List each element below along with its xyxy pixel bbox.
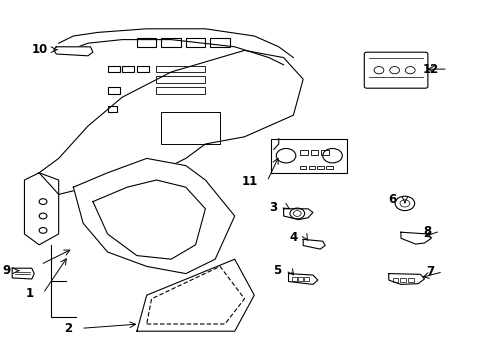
Polygon shape (283, 209, 312, 220)
Bar (304, 277, 308, 281)
Text: 4: 4 (288, 231, 297, 244)
Bar (137, 66, 149, 72)
Polygon shape (137, 259, 254, 331)
Bar (292, 277, 296, 281)
Polygon shape (400, 232, 430, 244)
Bar (107, 106, 117, 112)
Bar (107, 87, 120, 94)
Bar (299, 150, 307, 155)
Text: 12: 12 (422, 63, 438, 76)
Bar (392, 278, 397, 282)
Bar (107, 66, 120, 72)
Text: 5: 5 (272, 264, 281, 276)
Bar (400, 278, 405, 282)
Bar (210, 38, 229, 47)
Polygon shape (303, 239, 325, 249)
Bar (310, 150, 318, 155)
Bar (156, 87, 205, 94)
Text: 1: 1 (26, 287, 34, 300)
Polygon shape (12, 268, 34, 279)
Text: 8: 8 (422, 225, 430, 238)
Text: 10: 10 (32, 43, 48, 56)
Text: 7: 7 (425, 265, 433, 278)
Bar (156, 76, 205, 83)
Bar (137, 38, 156, 47)
Text: 2: 2 (64, 322, 72, 335)
Text: 11: 11 (242, 175, 258, 188)
Bar (325, 166, 332, 169)
Bar (317, 166, 323, 169)
Bar (156, 66, 205, 72)
Text: 9: 9 (2, 264, 11, 277)
Text: 6: 6 (387, 193, 395, 206)
Polygon shape (288, 274, 317, 284)
Bar (407, 278, 413, 282)
Bar (299, 166, 305, 169)
Polygon shape (24, 173, 59, 245)
Bar (321, 150, 328, 155)
FancyBboxPatch shape (364, 52, 427, 88)
Bar (122, 66, 134, 72)
Bar (298, 277, 302, 281)
Polygon shape (388, 274, 424, 284)
Bar (161, 38, 181, 47)
Bar (271, 139, 346, 173)
Polygon shape (39, 50, 303, 194)
Bar (161, 112, 220, 144)
Polygon shape (73, 158, 234, 274)
Circle shape (394, 196, 414, 211)
Bar (185, 38, 205, 47)
Polygon shape (54, 47, 93, 56)
Bar (308, 166, 314, 169)
Text: 3: 3 (269, 201, 277, 213)
